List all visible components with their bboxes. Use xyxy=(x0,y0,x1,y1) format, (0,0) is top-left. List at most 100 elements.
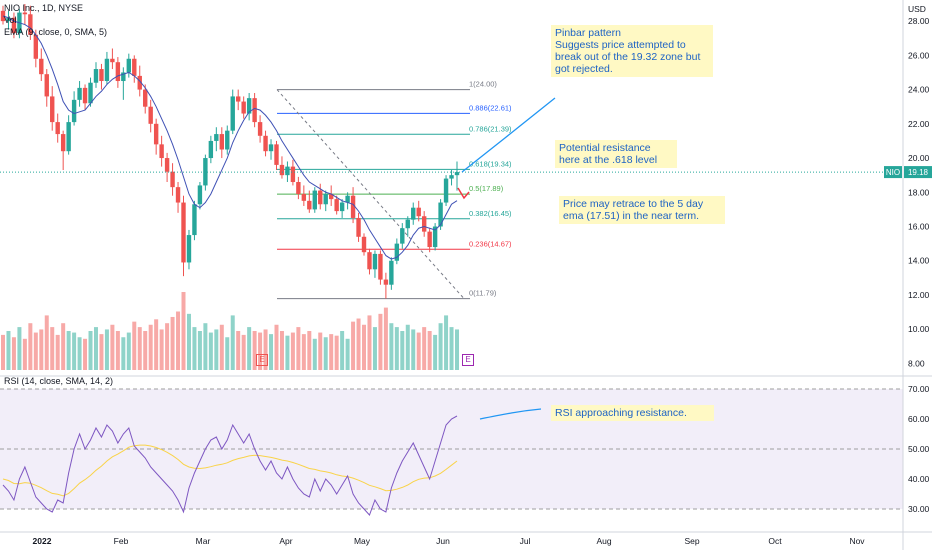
time-tick-label: Mar xyxy=(196,536,211,546)
volume-bar xyxy=(115,331,120,370)
candle-body xyxy=(192,204,197,236)
volume-bar xyxy=(181,292,186,370)
price-tick-label: 18.00 xyxy=(908,187,930,197)
candle-body xyxy=(432,226,438,248)
volume-bar xyxy=(110,324,115,370)
earnings-marker-jun[interactable]: E xyxy=(462,354,474,366)
volume-bar xyxy=(165,323,170,370)
price-tick-label: 8.00 xyxy=(908,358,925,368)
volume-bar xyxy=(307,331,312,370)
volume-bar xyxy=(318,332,323,370)
fib-level-label: 0.618(19.34) xyxy=(469,159,512,168)
time-tick-label: Oct xyxy=(768,536,782,546)
volume-bar xyxy=(72,332,77,370)
volume-bar xyxy=(274,324,279,370)
volume-bar xyxy=(334,335,339,370)
candle-body xyxy=(339,202,345,212)
price-tick-label: 16.00 xyxy=(908,222,930,232)
volume-bar xyxy=(411,329,416,370)
pinbar-note: Pinbar pattern Suggests price attempted … xyxy=(551,25,713,77)
volume-bar xyxy=(176,311,181,370)
volume-label: Vol xyxy=(4,15,17,25)
last-price-symbol-badge xyxy=(884,166,902,179)
fib-level-label: 0.5(17.89) xyxy=(469,184,504,193)
ema-label: EMA (9, close, 0, SMA, 5) xyxy=(4,27,108,37)
candle-body xyxy=(6,17,11,22)
candle-body xyxy=(115,62,121,82)
earnings-marker-mar[interactable]: E xyxy=(256,354,268,366)
volume-bar xyxy=(77,337,82,370)
candle-body xyxy=(356,217,361,237)
volume-bar xyxy=(121,337,126,370)
candle-body xyxy=(268,144,274,152)
volume-bar xyxy=(22,338,27,370)
volume-bar xyxy=(17,327,22,370)
volume-bar xyxy=(50,327,55,370)
volume-bar xyxy=(170,316,175,370)
candle-body xyxy=(77,87,82,100)
time-tick-label: Feb xyxy=(114,536,129,546)
rsi-tick-label: 70.00 xyxy=(908,384,930,394)
candle-body xyxy=(44,74,49,97)
volume-bar xyxy=(93,327,98,370)
candle-body xyxy=(164,158,170,172)
volume-bar xyxy=(126,332,131,370)
candle-body xyxy=(279,164,285,176)
rsi-projection-curve xyxy=(479,408,542,420)
volume-bar xyxy=(394,327,399,370)
volume-bar xyxy=(241,334,246,370)
candle-body xyxy=(153,123,159,145)
price-tick-label: 20.00 xyxy=(908,153,930,163)
candle-body xyxy=(378,253,383,280)
volume-bar xyxy=(356,318,361,370)
candle-body xyxy=(208,140,214,159)
candle-body xyxy=(214,134,219,141)
candle-body xyxy=(345,195,350,203)
fib-level-label: 0.382(16.45) xyxy=(469,209,512,218)
candle-body xyxy=(60,134,66,152)
rsi-note: RSI approaching resistance. xyxy=(551,405,714,421)
time-tick-label: Apr xyxy=(279,536,292,546)
volume-bar xyxy=(329,334,334,370)
time-tick-label: Sep xyxy=(684,536,699,546)
last-price-value: 19.18 xyxy=(908,168,929,177)
volume-bar xyxy=(258,332,263,370)
candle-body xyxy=(236,96,241,102)
candle-body xyxy=(400,228,405,244)
candle-body xyxy=(170,171,175,188)
volume-bar xyxy=(367,315,372,370)
rsi-line xyxy=(2,415,458,516)
candle-body xyxy=(33,34,39,59)
candle-body xyxy=(449,175,454,179)
candle-body xyxy=(186,235,192,263)
rsi-tick-label: 30.00 xyxy=(908,504,930,514)
volume-bar xyxy=(197,331,202,370)
fib-level-label: 1(24.00) xyxy=(469,80,497,89)
currency-label: USD xyxy=(908,4,926,14)
candle-body xyxy=(246,98,252,114)
volume-bar xyxy=(312,338,317,370)
volume-bar xyxy=(400,331,405,370)
candle-body xyxy=(28,14,33,35)
fib-level-label: 0.236(14.67) xyxy=(469,239,512,248)
price-tick-label: 26.00 xyxy=(908,50,930,60)
volume-bar xyxy=(427,331,432,370)
candle-body xyxy=(143,89,148,107)
candle-body xyxy=(225,130,230,150)
ema-line xyxy=(2,15,458,260)
volume-bar xyxy=(444,315,449,370)
volume-bar xyxy=(99,334,104,370)
candle-body xyxy=(197,185,203,205)
price-tick-label: 10.00 xyxy=(908,324,930,334)
fib-trend-line xyxy=(276,89,465,299)
candle-body xyxy=(203,158,208,186)
price-tick-label: 28.00 xyxy=(908,16,930,26)
volume-bar xyxy=(389,323,394,370)
rsi-ma-line xyxy=(2,444,458,497)
price-tick-label: 22.00 xyxy=(908,119,930,129)
candle-body xyxy=(121,72,126,82)
volume-bar xyxy=(340,331,345,370)
volume-bar xyxy=(236,331,241,370)
time-tick-label: Jul xyxy=(520,536,531,546)
